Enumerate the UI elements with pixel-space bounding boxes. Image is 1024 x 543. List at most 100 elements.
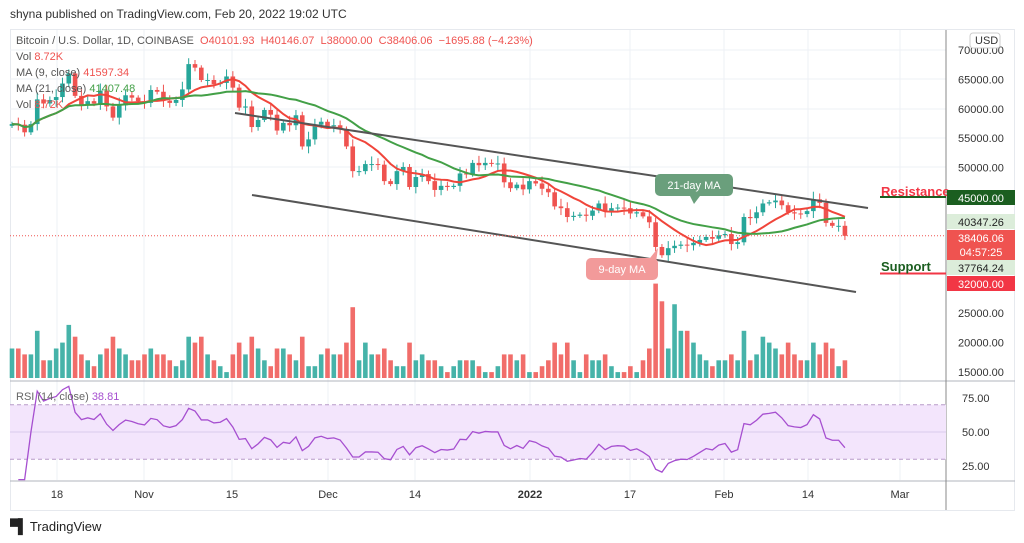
volume-bar [508,354,513,378]
candle-body [394,171,400,185]
volume-bar [558,354,564,378]
rsi-tick: 75.00 [962,393,990,405]
ohlc-high: H40146.07 [260,35,315,47]
volume-bar [363,342,368,378]
candle-body [407,167,412,188]
candle-body [22,124,27,133]
candle-body [842,225,848,236]
candle-body [413,177,419,188]
candle-body [60,83,65,98]
ma9-legend[interactable]: MA (9, close) 41597.34 [16,67,129,79]
time-tick: Feb [715,489,734,501]
volume-bar [129,360,135,378]
volume-bar [161,354,166,378]
ma21-callout-text: 21-day MA [667,180,721,192]
candle-body [110,106,116,118]
volume-bar [564,342,570,378]
volume-bar [98,354,103,378]
candle-body [318,121,324,125]
candle-body [91,101,97,104]
volume-bar [394,366,400,378]
volume-bar [697,354,703,378]
candle-body [640,212,646,217]
candle-body [735,242,740,245]
candle-body [830,222,835,226]
volume-bar [647,348,652,378]
volume-bar [331,354,337,378]
candle-body [489,162,494,164]
candle-body [116,105,122,118]
candle-body [98,90,103,104]
candle-body [211,79,217,85]
time-tick: Dec [318,489,338,501]
time-tick: 18 [51,489,63,501]
volume-bar [438,366,444,378]
volume-bar [79,354,84,378]
tradingview-logo[interactable]: ▀▌ TradingView [10,518,101,534]
candle-body [375,164,381,166]
volume-bar [747,360,753,378]
volume-tick: 20000.00 [958,338,1004,350]
candle-body [703,236,709,240]
candle-body [243,106,248,108]
volume-bar [306,366,311,378]
volume-bar [710,366,715,378]
volume-tick: 25000.00 [958,308,1004,320]
candle-body [754,212,759,219]
candle-body [564,208,570,217]
countdown-label: 04:57:25 [960,247,1003,259]
candle-body [609,208,614,212]
candle-body [722,234,728,236]
volume-bar [34,330,40,378]
volume-bar [236,342,242,378]
candle-body [785,205,791,213]
volume-bar [621,372,627,378]
volume-bar [381,348,387,378]
candle-body [249,106,255,128]
candle-body [710,236,715,239]
candle-body [470,162,475,175]
candle-body [161,91,166,101]
candle-body [400,167,406,172]
vol-value: 8.72K [34,51,64,63]
volume-bar [224,372,229,378]
volume-bar [703,360,709,378]
volume-bar [249,336,255,378]
candle-body [445,185,450,188]
rsi-legend[interactable]: RSI (14, close) 38.81 [16,391,119,403]
candle-body [129,95,135,98]
volume-bar [609,366,614,378]
candle-body [299,115,305,147]
volume-bar [426,360,431,378]
volume-bar [830,348,835,378]
volume-bar [60,342,65,378]
volume-bar [180,360,185,378]
volume-bar [464,360,469,378]
volume-bar [533,372,539,378]
channel-lower-line [251,194,857,293]
volume-bar [116,348,122,378]
volume-bar [817,354,822,378]
vol2-legend[interactable]: Vol 8.72K [16,99,63,111]
ma9-callout-text: 9-day MA [598,264,646,276]
volume-bar [773,348,778,378]
volume-bar [230,354,236,378]
volume-bar [91,366,97,378]
volume-bar [691,342,696,378]
ma21-legend[interactable]: MA (21, close) 41407.48 [16,83,135,95]
currency-button[interactable] [969,32,1001,49]
candle-body [760,203,766,213]
candle-body [148,89,154,103]
price-tick: 60000.00 [958,104,1004,116]
candle-body [539,183,545,189]
candle-body [533,181,539,184]
time-tick: Mar [891,489,910,501]
candle-body [653,222,658,247]
vol-legend[interactable]: Vol 8.72K [16,51,63,63]
candle-body [577,214,583,216]
volume-bar [205,354,210,378]
volume-bar [66,324,72,378]
volume-bar [47,360,53,378]
volume-bar [798,360,804,378]
